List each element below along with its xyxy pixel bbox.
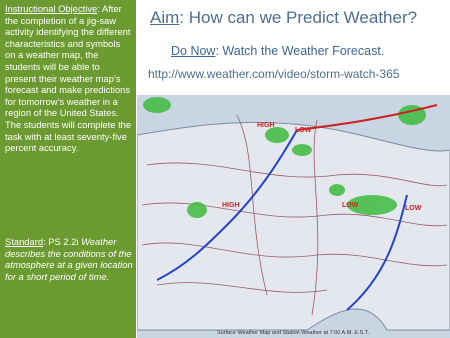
- standard: Standard: PS 2.2i Weather describes the …: [5, 236, 133, 282]
- aim-label: Aim: [150, 8, 180, 27]
- map-label: LOW: [295, 127, 312, 134]
- do-now-text: : Watch the Weather Forecast.: [215, 44, 385, 58]
- cold-front: [346, 194, 408, 311]
- do-now: Do Now: Watch the Weather Forecast.: [171, 44, 384, 58]
- objective-label: Instructional Objective: [5, 3, 98, 14]
- land: [137, 121, 450, 331]
- map-caption: Surface Weather Map and Station Weather …: [217, 330, 370, 336]
- weather-map: HIGH LOW HIGH LOW LOW Surface Weather Map an…: [137, 95, 450, 338]
- map-labels: HIGH LOW HIGH LOW LOW: [222, 122, 422, 212]
- do-now-label: Do Now: [171, 44, 216, 58]
- cold-front: [156, 129, 298, 281]
- warm-front: [296, 104, 438, 131]
- standard-label: Standard: [5, 236, 44, 247]
- aim-text: : How can we Predict Weather?: [179, 8, 418, 27]
- map-label: LOW: [342, 202, 359, 209]
- objective-text: : After the completion of a jig-saw acti…: [5, 3, 132, 154]
- precipitation: [143, 97, 426, 218]
- objective-panel: Instructional Objective: After the compl…: [0, 0, 136, 338]
- aim: Aim: How can we Predict Weather?: [150, 8, 417, 28]
- objective: Instructional Objective: After the compl…: [5, 3, 132, 154]
- map-label: HIGH: [257, 122, 275, 129]
- standard-code: : PS 2.2i: [43, 236, 79, 247]
- map-label: LOW: [405, 205, 422, 212]
- map-label: HIGH: [222, 202, 240, 209]
- url: http://www.weather.com/video/storm-watch…: [148, 67, 400, 81]
- standard-text: Weather describes the conditions of the …: [5, 236, 133, 282]
